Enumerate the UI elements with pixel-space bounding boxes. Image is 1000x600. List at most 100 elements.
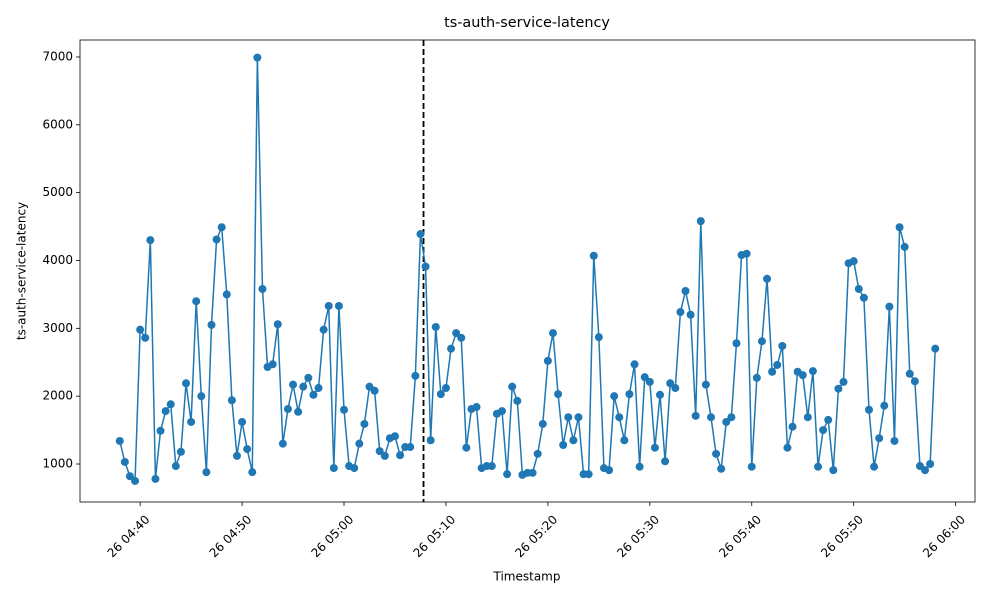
data-point (747, 462, 756, 471)
data-point (197, 392, 206, 401)
data-point (921, 466, 930, 475)
data-point (375, 447, 384, 456)
data-point (610, 392, 619, 401)
data-point (569, 436, 578, 445)
data-point (584, 470, 593, 479)
x-tick-label: 26 05:10 (410, 512, 458, 560)
data-point (498, 407, 507, 416)
data-point (334, 301, 343, 310)
data-point (268, 360, 277, 369)
y-tick-label: 2000 (42, 389, 73, 403)
data-point (854, 284, 863, 293)
data-point (681, 287, 690, 296)
data-point (849, 257, 858, 266)
data-point (594, 333, 603, 342)
data-point (640, 373, 649, 382)
data-point (207, 320, 216, 329)
data-point (605, 466, 614, 475)
y-tick-label: 6000 (42, 117, 73, 131)
data-point (212, 235, 221, 244)
data-point (508, 382, 517, 391)
data-point (299, 382, 308, 391)
data-point (834, 384, 843, 393)
data-point (166, 400, 175, 409)
data-point (192, 297, 201, 306)
data-point (722, 417, 731, 426)
data-point (146, 236, 155, 245)
data-point (283, 405, 292, 414)
data-point (880, 401, 889, 410)
data-point (294, 407, 303, 416)
data-point (487, 462, 496, 471)
data-point (712, 449, 721, 458)
data-point (814, 462, 823, 471)
data-point (870, 462, 879, 471)
data-point (808, 367, 817, 376)
data-point (757, 337, 766, 346)
data-point (355, 439, 364, 448)
data-point (885, 302, 894, 311)
data-point (278, 439, 287, 448)
data-point (528, 468, 537, 477)
plot-frame (79, 39, 976, 503)
data-point (314, 384, 323, 393)
data-point (396, 451, 405, 460)
data-point (350, 464, 359, 473)
data-point (176, 447, 185, 456)
data-point (253, 53, 262, 62)
data-point (289, 380, 298, 389)
y-tick-label: 5000 (42, 185, 73, 199)
data-point (829, 466, 838, 475)
data-point (406, 443, 415, 452)
data-point (513, 396, 522, 405)
data-point (324, 301, 333, 310)
data-point (676, 308, 685, 317)
x-tick-label: 26 04:50 (207, 512, 255, 560)
data-point (905, 369, 914, 378)
data-point (503, 470, 512, 479)
data-point (462, 443, 471, 452)
data-point (309, 390, 318, 399)
data-point (273, 320, 282, 329)
data-point (131, 476, 140, 485)
x-tick-label: 26 05:50 (818, 512, 866, 560)
data-point (319, 325, 328, 334)
data-point (120, 457, 129, 466)
data-point (910, 377, 919, 386)
data-point (340, 405, 349, 414)
data-point (559, 441, 568, 450)
data-point (125, 472, 134, 481)
data-point (768, 367, 777, 376)
data-point (630, 360, 639, 369)
data-point (589, 251, 598, 260)
data-point (696, 217, 705, 226)
data-point (671, 384, 680, 393)
data-point (248, 468, 257, 477)
data-point (554, 390, 563, 399)
data-point (727, 413, 736, 422)
data-point (151, 474, 160, 483)
y-tick-label: 7000 (42, 49, 73, 63)
x-tick-label: 26 05:20 (512, 512, 560, 560)
data-point (390, 432, 399, 441)
x-tick-label: 26 06:00 (920, 512, 968, 560)
data-point (717, 464, 726, 473)
data-point (452, 329, 461, 338)
x-axis-label: Timestamp (493, 570, 561, 584)
data-point (900, 242, 909, 251)
data-point (222, 290, 231, 299)
data-point (752, 373, 761, 382)
data-point (548, 329, 557, 338)
data-point (182, 379, 191, 388)
data-point (447, 344, 456, 353)
data-point (778, 341, 787, 350)
data-point (227, 396, 236, 405)
data-point (232, 451, 241, 460)
data-point (217, 223, 226, 232)
data-point (661, 457, 670, 466)
data-point (864, 405, 873, 414)
data-point (839, 377, 848, 386)
data-point (360, 419, 369, 428)
data-point (763, 274, 772, 283)
